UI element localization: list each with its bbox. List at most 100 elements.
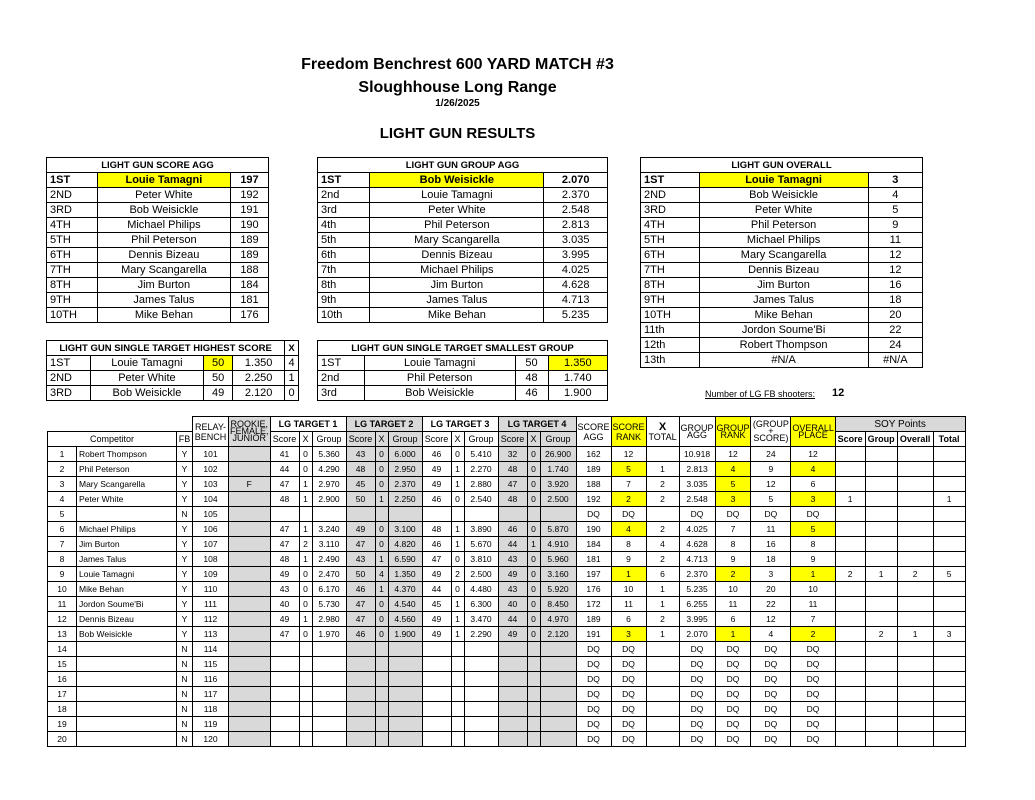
rookie-cell <box>228 521 271 537</box>
t2-score-cell: 46 <box>345 626 376 642</box>
t3-score-cell: 49 <box>421 476 452 492</box>
soy-overall-cell <box>896 641 934 657</box>
t2-x-cell <box>374 506 389 522</box>
t3-score-cell <box>421 731 452 747</box>
soy-score-cell <box>834 521 866 537</box>
fb-cell: N <box>176 641 193 657</box>
competitor-name-cell: Mary Scangarella <box>76 476 177 492</box>
results-table: RELAY-BENCH ROOKIE, FEMALE, JUNIOR LG TA… <box>47 416 966 747</box>
row-number-cell: 16 <box>47 671 77 687</box>
value-cell: 3.995 <box>543 247 608 263</box>
name-cell: Michael Philips <box>369 262 545 278</box>
soy-score-cell <box>834 476 866 492</box>
soy-group-cell <box>864 581 898 597</box>
rank-row: 2nd Louie Tamagni 2.370 <box>316 187 608 203</box>
t4-score-cell <box>497 716 528 732</box>
soy-group-cell <box>864 701 898 717</box>
t3-score-cell: 49 <box>421 626 452 642</box>
t4-x-cell <box>526 686 541 702</box>
name-cell: Peter White <box>96 187 231 203</box>
results-row: 11 Jordon Soume'Bi Y 111 40 0 5.730 47 0 4.540 45 1… <box>47 596 966 612</box>
t3-score-cell: 49 <box>421 566 452 582</box>
group-rank-header: GROUP RANK <box>714 416 752 447</box>
x-total-cell: 1 <box>645 581 680 597</box>
soy-points-header: SOY Points <box>834 416 966 432</box>
score-agg-table: LIGHT GUN SCORE AGG 1ST Louie Tamagni 197 2… <box>46 157 270 323</box>
score-agg-cell: 189 <box>575 611 612 627</box>
t1-x-cell <box>298 716 313 732</box>
t4-group-cell <box>539 686 577 702</box>
score-rank-cell: DQ <box>610 731 647 747</box>
rank-row: 11th Jordon Soume'Bi 22 <box>640 322 924 338</box>
rookie-cell <box>228 701 271 717</box>
value-cell: 188 <box>229 262 270 278</box>
place-cell: 3RD <box>46 202 98 218</box>
soy-score-header: Score <box>834 431 866 447</box>
soy-total-cell <box>932 671 966 687</box>
t4-x-cell: 0 <box>526 521 541 537</box>
t4-group-cell: 3.920 <box>539 476 577 492</box>
t2-x-cell: 0 <box>374 626 389 642</box>
soy-overall-cell <box>896 596 934 612</box>
t4-score-cell: 49 <box>497 626 528 642</box>
score-cell: 50 <box>203 355 234 371</box>
t2-x-cell: 1 <box>374 551 389 567</box>
soy-group-cell <box>864 716 898 732</box>
score-rank-cell: 10 <box>610 581 647 597</box>
x-total-cell <box>645 506 680 522</box>
overall-place-cell: 8 <box>790 536 836 552</box>
t4-x-cell: 0 <box>526 446 541 462</box>
soy-total-cell <box>932 461 966 477</box>
results-row: 16 N 116 DQ DQ DQ DQ DQ DQ <box>47 671 966 687</box>
name-cell: Jim Burton <box>369 277 545 293</box>
competitor-name-cell: Dennis Bizeau <box>76 611 177 627</box>
t2-score-cell: 48 <box>345 461 376 477</box>
t2-group-header: Group <box>387 431 423 447</box>
score-agg-cell: 197 <box>575 566 612 582</box>
group-rank-cell: 2 <box>714 566 752 582</box>
soy-total-cell <box>932 476 966 492</box>
soy-total-cell <box>932 581 966 597</box>
value-cell: 176 <box>229 307 270 323</box>
t3-score-cell <box>421 671 452 687</box>
t4-x-cell: 0 <box>526 491 541 507</box>
results-row: 17 N 117 DQ DQ DQ DQ DQ DQ <box>47 686 966 702</box>
t3-group-cell: 2.290 <box>463 626 499 642</box>
group-agg-cell: 2.813 <box>678 461 716 477</box>
x-total-cell: 1 <box>645 626 680 642</box>
x-cell: 0 <box>284 385 299 401</box>
soy-overall-cell <box>896 611 934 627</box>
t1-group-cell: 2.470 <box>311 566 347 582</box>
overall-place-cell: DQ <box>790 731 836 747</box>
score-cell: 48 <box>514 370 549 386</box>
soy-total-cell: 5 <box>932 566 966 582</box>
t4-x-cell: 0 <box>526 461 541 477</box>
value-cell: 2.548 <box>543 202 608 218</box>
score-rank-cell: DQ <box>610 506 647 522</box>
bench-cell: 118 <box>192 701 229 717</box>
name-cell: Phil Peterson <box>96 232 231 248</box>
t1-group-header: Group <box>311 431 347 447</box>
soy-total-cell <box>932 686 966 702</box>
t3-score-cell: 44 <box>421 581 452 597</box>
bench-cell: 106 <box>192 521 229 537</box>
rank-row: 9TH James Talus 181 <box>46 292 270 308</box>
t1-x-cell: 1 <box>298 551 313 567</box>
place-cell: 2nd <box>317 370 365 386</box>
t4-x-cell <box>526 701 541 717</box>
bench-cell: 115 <box>192 656 229 672</box>
score-agg-cell: DQ <box>575 641 612 657</box>
t1-x-cell <box>298 656 313 672</box>
soy-total-cell <box>932 656 966 672</box>
place-cell: 2ND <box>640 187 700 203</box>
name-cell: Dennis Bizeau <box>698 262 869 278</box>
x-total-cell: 2 <box>645 491 680 507</box>
group-score-cell: 4 <box>750 626 792 642</box>
rank-row: 8TH Jim Burton 184 <box>46 277 270 293</box>
highest-score-row: 3RD Bob Weisickle 49 2.120 0 <box>46 385 299 401</box>
t3-x-cell: 1 <box>450 596 465 612</box>
corner-cell <box>76 416 177 432</box>
t2-x-cell: 0 <box>374 446 389 462</box>
t3-group-cell <box>463 656 499 672</box>
place-cell: 10TH <box>640 307 700 323</box>
